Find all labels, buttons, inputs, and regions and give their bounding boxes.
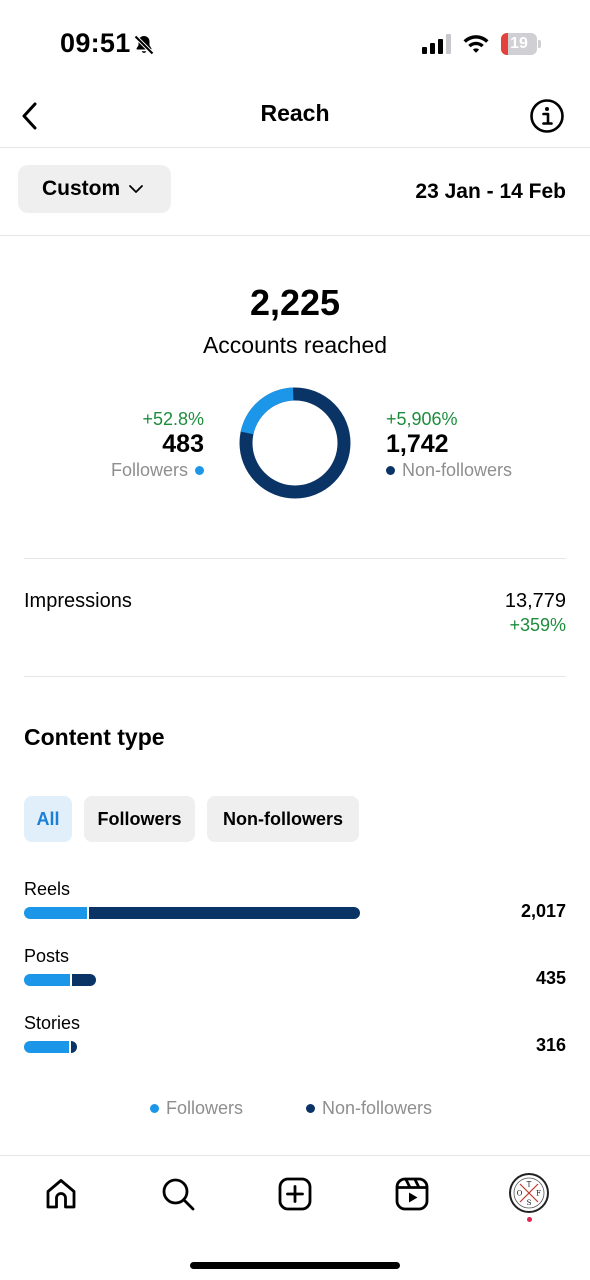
posts-followers-segment: [24, 974, 71, 986]
posts-non-followers-segment: [72, 974, 97, 986]
accounts-reached-label: Accounts reached: [202, 332, 388, 358]
notification-dot: [527, 1217, 532, 1222]
avatar-letter-t: T: [527, 1181, 532, 1189]
bottom-nav: T O F S: [0, 1155, 590, 1280]
impressions-change: +359%: [509, 615, 566, 635]
donut-non-followers-segment: [239, 387, 351, 499]
stories-non-followers-segment: [71, 1041, 77, 1053]
reels-value: 2,017: [520, 901, 566, 921]
legend-followers-dot: [150, 1104, 159, 1113]
tab-non-followers[interactable]: Non-followers: [207, 796, 359, 842]
followers-label: Followers: [110, 460, 188, 480]
chevron-down-icon: [129, 185, 144, 193]
impressions-label: Impressions: [24, 590, 132, 612]
avatar-letter-f: F: [536, 1190, 541, 1198]
back-button[interactable]: [10, 96, 50, 136]
top-bar: Reach: [0, 88, 590, 148]
non-followers-dot: [386, 465, 395, 475]
legend-followers: Followers: [150, 1098, 243, 1119]
search-icon: [162, 1178, 195, 1211]
divider: [24, 676, 566, 677]
stories-label: Stories: [24, 1013, 81, 1033]
accounts-reached-total: 2,225: [249, 282, 341, 323]
avatar-letter-o: O: [517, 1190, 523, 1198]
followers-count: 483: [162, 430, 204, 458]
bell-slash-icon: [134, 35, 154, 55]
battery-level: 19: [510, 35, 528, 52]
date-range: 23 Jan - 14 Feb: [415, 180, 566, 203]
legend-followers-label: Followers: [166, 1098, 244, 1118]
posts-value: 435: [535, 968, 566, 988]
tab-followers[interactable]: Followers: [84, 796, 195, 842]
avatar-letter-s: S: [527, 1199, 532, 1207]
info-button[interactable]: [527, 96, 567, 136]
reels-bar: [24, 907, 360, 919]
non-followers-legend: Non-followers: [386, 458, 512, 482]
posts-bar: [24, 974, 97, 986]
followers-change: +52.8%: [142, 409, 204, 429]
reels-followers-segment: [24, 907, 87, 919]
status-bar: 09:51 19: [0, 0, 590, 88]
page-title: Reach: [260, 100, 330, 126]
nav-create[interactable]: [273, 1172, 317, 1216]
signal-icon: [422, 34, 451, 54]
reach-donut-chart: [239, 387, 351, 499]
chevron-left-icon: [22, 102, 37, 130]
non-followers-label: Non-followers: [402, 460, 513, 480]
nav-reels[interactable]: [390, 1172, 434, 1216]
battery-fill: [501, 33, 508, 55]
status-time: 09:51: [60, 28, 131, 58]
create-icon: [278, 1177, 312, 1211]
period-label: Custom: [42, 177, 121, 200]
followers-legend: Followers: [111, 458, 204, 482]
home-icon: [46, 1179, 76, 1209]
legend-non-followers: Non-followers: [306, 1098, 432, 1119]
legend-non-followers-label: Non-followers: [322, 1098, 433, 1118]
impressions-value: 13,779: [504, 590, 566, 612]
battery-icon: 19: [501, 33, 541, 55]
home-indicator: [190, 1262, 400, 1269]
info-icon: [530, 99, 564, 133]
nav-search[interactable]: [156, 1172, 200, 1216]
nav-home[interactable]: [39, 1172, 83, 1216]
donut-followers-segment: [239, 387, 351, 499]
reels-label: Reels: [24, 879, 71, 899]
non-followers-count: 1,742: [386, 430, 449, 458]
reels-icon: [395, 1177, 429, 1211]
posts-label: Posts: [24, 946, 70, 966]
nav-profile-avatar[interactable]: T O F S: [509, 1173, 549, 1213]
non-followers-change: +5,906%: [386, 409, 458, 429]
stories-bar: [24, 1041, 77, 1053]
avatar-logo: T O F S: [513, 1177, 545, 1209]
legend-non-followers-dot: [306, 1104, 315, 1113]
wifi-icon: [463, 35, 489, 53]
tab-all[interactable]: All: [24, 796, 72, 842]
stories-followers-segment: [24, 1041, 70, 1053]
content-type-title: Content type: [24, 724, 165, 750]
followers-dot: [195, 465, 204, 475]
stories-value: 316: [535, 1035, 566, 1055]
followers-stat: +52.8% 483 Followers: [111, 408, 204, 482]
divider: [24, 558, 566, 559]
content-type-legend: Followers Non-followers: [0, 1098, 590, 1122]
non-followers-stat: +5,906% 1,742 Non-followers: [386, 408, 512, 482]
date-filter-row: Custom 23 Jan - 14 Feb: [0, 148, 590, 236]
reels-non-followers-segment: [88, 907, 360, 919]
period-dropdown[interactable]: Custom: [18, 165, 171, 213]
